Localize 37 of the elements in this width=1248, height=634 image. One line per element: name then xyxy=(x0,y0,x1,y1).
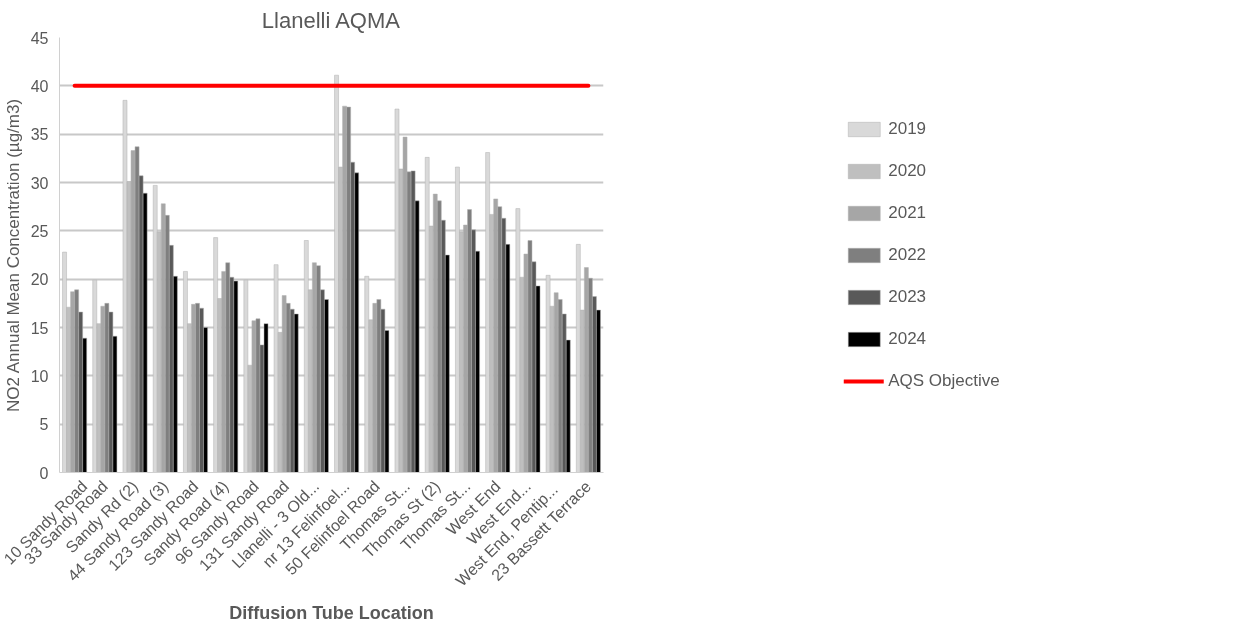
y-tick-label: 30 xyxy=(30,174,49,192)
y-axis-title: NO2 Annual Mean Concentration (µg/m3) xyxy=(3,98,23,413)
bar xyxy=(199,307,204,473)
bar xyxy=(553,292,559,473)
y-tick-label: 15 xyxy=(30,319,49,337)
bar xyxy=(346,106,351,473)
bar xyxy=(467,209,472,473)
legend-label: 2019 xyxy=(888,118,927,139)
bar xyxy=(255,318,261,473)
bar xyxy=(410,170,416,473)
legend-label: 2023 xyxy=(888,286,927,307)
y-tick-label: 20 xyxy=(30,271,49,289)
legend-label: 2022 xyxy=(888,244,927,265)
bar xyxy=(281,295,287,473)
y-tick-label: 35 xyxy=(30,126,49,144)
bar xyxy=(104,303,110,473)
bar xyxy=(74,289,79,473)
bar xyxy=(402,136,408,473)
bar xyxy=(376,299,382,473)
y-tick-label: 5 xyxy=(39,416,49,434)
legend-label: 2021 xyxy=(888,202,927,223)
chart-title: Llanelli AQMA xyxy=(261,7,401,33)
bar xyxy=(134,146,140,473)
y-tick-label: 10 xyxy=(30,367,49,385)
y-tick-label: 0 xyxy=(39,464,49,482)
x-axis-title: Diffusion Tube Location xyxy=(229,603,434,624)
legend-label: 2024 xyxy=(888,328,927,349)
bar xyxy=(233,280,239,473)
bar xyxy=(263,323,269,473)
legend-label: AQS Objective xyxy=(888,370,1000,391)
y-tick-label: 40 xyxy=(30,77,49,95)
y-tick-label: 25 xyxy=(30,222,49,240)
legend-label: 2020 xyxy=(888,160,927,181)
bar xyxy=(225,262,230,473)
bar xyxy=(527,240,533,473)
bar xyxy=(316,265,321,473)
y-tick-label: 45 xyxy=(30,29,49,47)
